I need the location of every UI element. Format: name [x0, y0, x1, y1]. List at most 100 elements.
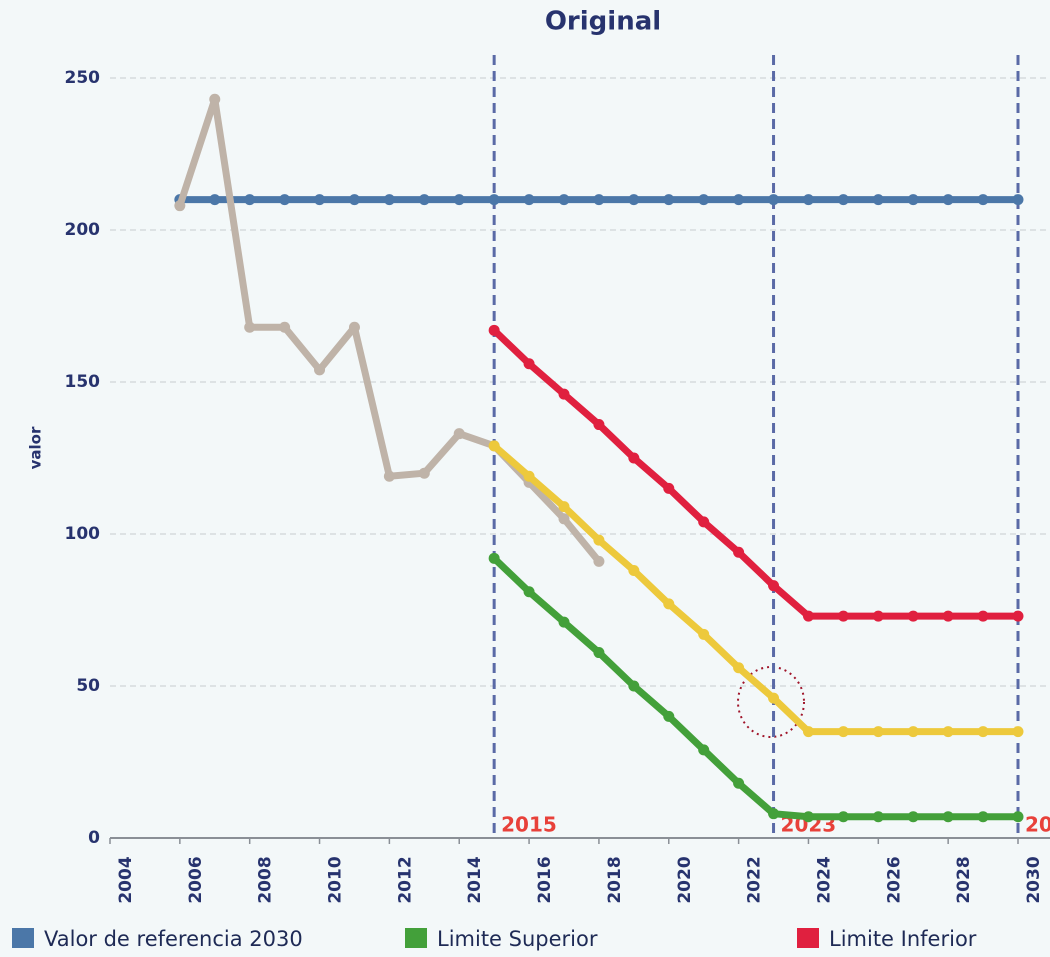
chart-title: Original	[545, 7, 661, 37]
series-point	[942, 194, 954, 206]
y-tick-label: 50	[76, 676, 100, 696]
series-point	[383, 470, 395, 482]
series-line	[490, 326, 1022, 620]
series-point	[872, 610, 884, 622]
y-axis-label: valor	[27, 426, 45, 469]
series-point	[872, 194, 884, 206]
series-point	[663, 598, 675, 610]
legend-swatch	[405, 928, 427, 948]
series-point	[628, 680, 640, 692]
x-tick-label: 2004	[116, 856, 136, 903]
y-tick-label: 250	[65, 68, 101, 88]
series-point	[209, 93, 221, 105]
x-tick-label: 2008	[256, 856, 276, 903]
series-point	[628, 564, 640, 576]
series-point	[802, 726, 814, 738]
series-point	[279, 321, 291, 333]
series-point	[488, 194, 500, 206]
reference-label: 2015	[501, 813, 557, 837]
series-line	[490, 554, 1022, 821]
series-point	[768, 194, 780, 206]
series-point	[488, 440, 500, 452]
series-point	[174, 200, 186, 212]
y-tick-label: 200	[65, 220, 101, 240]
series-point	[558, 501, 570, 513]
series-point	[872, 726, 884, 738]
series-point	[907, 726, 919, 738]
x-tick-label: 2020	[675, 856, 695, 903]
series-point	[244, 321, 256, 333]
series-line	[490, 442, 1022, 736]
series-point	[244, 194, 256, 206]
series-point	[698, 744, 710, 756]
series-point	[593, 534, 605, 546]
series-point	[593, 647, 605, 659]
series-point	[1012, 610, 1024, 622]
series-point	[523, 586, 535, 598]
x-tick-label: 2024	[814, 856, 834, 903]
series-point	[593, 555, 605, 567]
series-point	[418, 467, 430, 479]
series-point	[453, 194, 465, 206]
series-point	[418, 194, 430, 206]
series-point	[558, 616, 570, 628]
series-point	[977, 726, 989, 738]
x-tick-label: 2028	[954, 856, 974, 903]
series-point	[872, 811, 884, 823]
series-point	[663, 482, 675, 494]
legend-label: Limite Inferior	[829, 927, 977, 951]
series-point	[558, 388, 570, 400]
series-point	[802, 194, 814, 206]
series-point	[279, 194, 291, 206]
series-point	[977, 610, 989, 622]
series-point	[837, 194, 849, 206]
series-point	[768, 808, 780, 820]
series-point	[802, 610, 814, 622]
series-point	[1012, 194, 1024, 206]
series-point	[314, 364, 326, 376]
series-point	[698, 194, 710, 206]
x-tick-label: 2010	[326, 856, 346, 903]
series-point	[453, 428, 465, 440]
x-tick-label: 2030	[1024, 856, 1044, 903]
series-point	[733, 194, 745, 206]
series-point	[907, 610, 919, 622]
series-point	[1012, 726, 1024, 738]
x-tick-label: 2016	[535, 856, 555, 903]
series-point	[733, 777, 745, 789]
legend-label: Limite Superior	[437, 927, 598, 951]
series-point	[977, 194, 989, 206]
series-point	[558, 513, 570, 525]
series-point	[942, 610, 954, 622]
series-point	[837, 811, 849, 823]
y-tick-label: 100	[65, 524, 101, 544]
series-point	[488, 552, 500, 564]
series-point	[383, 194, 395, 206]
series-point	[1012, 811, 1024, 823]
series-point	[768, 580, 780, 592]
series-point	[907, 811, 919, 823]
y-tick-label: 150	[65, 372, 101, 392]
x-tick-label: 2022	[745, 856, 765, 903]
series-point	[628, 194, 640, 206]
series-point	[523, 194, 535, 206]
series-point	[314, 194, 326, 206]
series-point	[593, 194, 605, 206]
series-point	[558, 194, 570, 206]
series-point	[348, 194, 360, 206]
series-point	[733, 662, 745, 674]
series-point	[977, 811, 989, 823]
legend-swatch	[12, 928, 34, 948]
y-tick-label: 0	[88, 828, 100, 848]
series-point	[698, 628, 710, 640]
x-tick-label: 2006	[186, 856, 206, 903]
series-point	[488, 324, 500, 336]
series-point	[663, 710, 675, 722]
reference-label: 2030	[1025, 813, 1050, 837]
series-point	[209, 194, 221, 206]
x-tick-label: 2014	[465, 856, 485, 903]
series-point	[523, 470, 535, 482]
series-point	[593, 419, 605, 431]
x-tick-label: 2012	[395, 856, 415, 903]
